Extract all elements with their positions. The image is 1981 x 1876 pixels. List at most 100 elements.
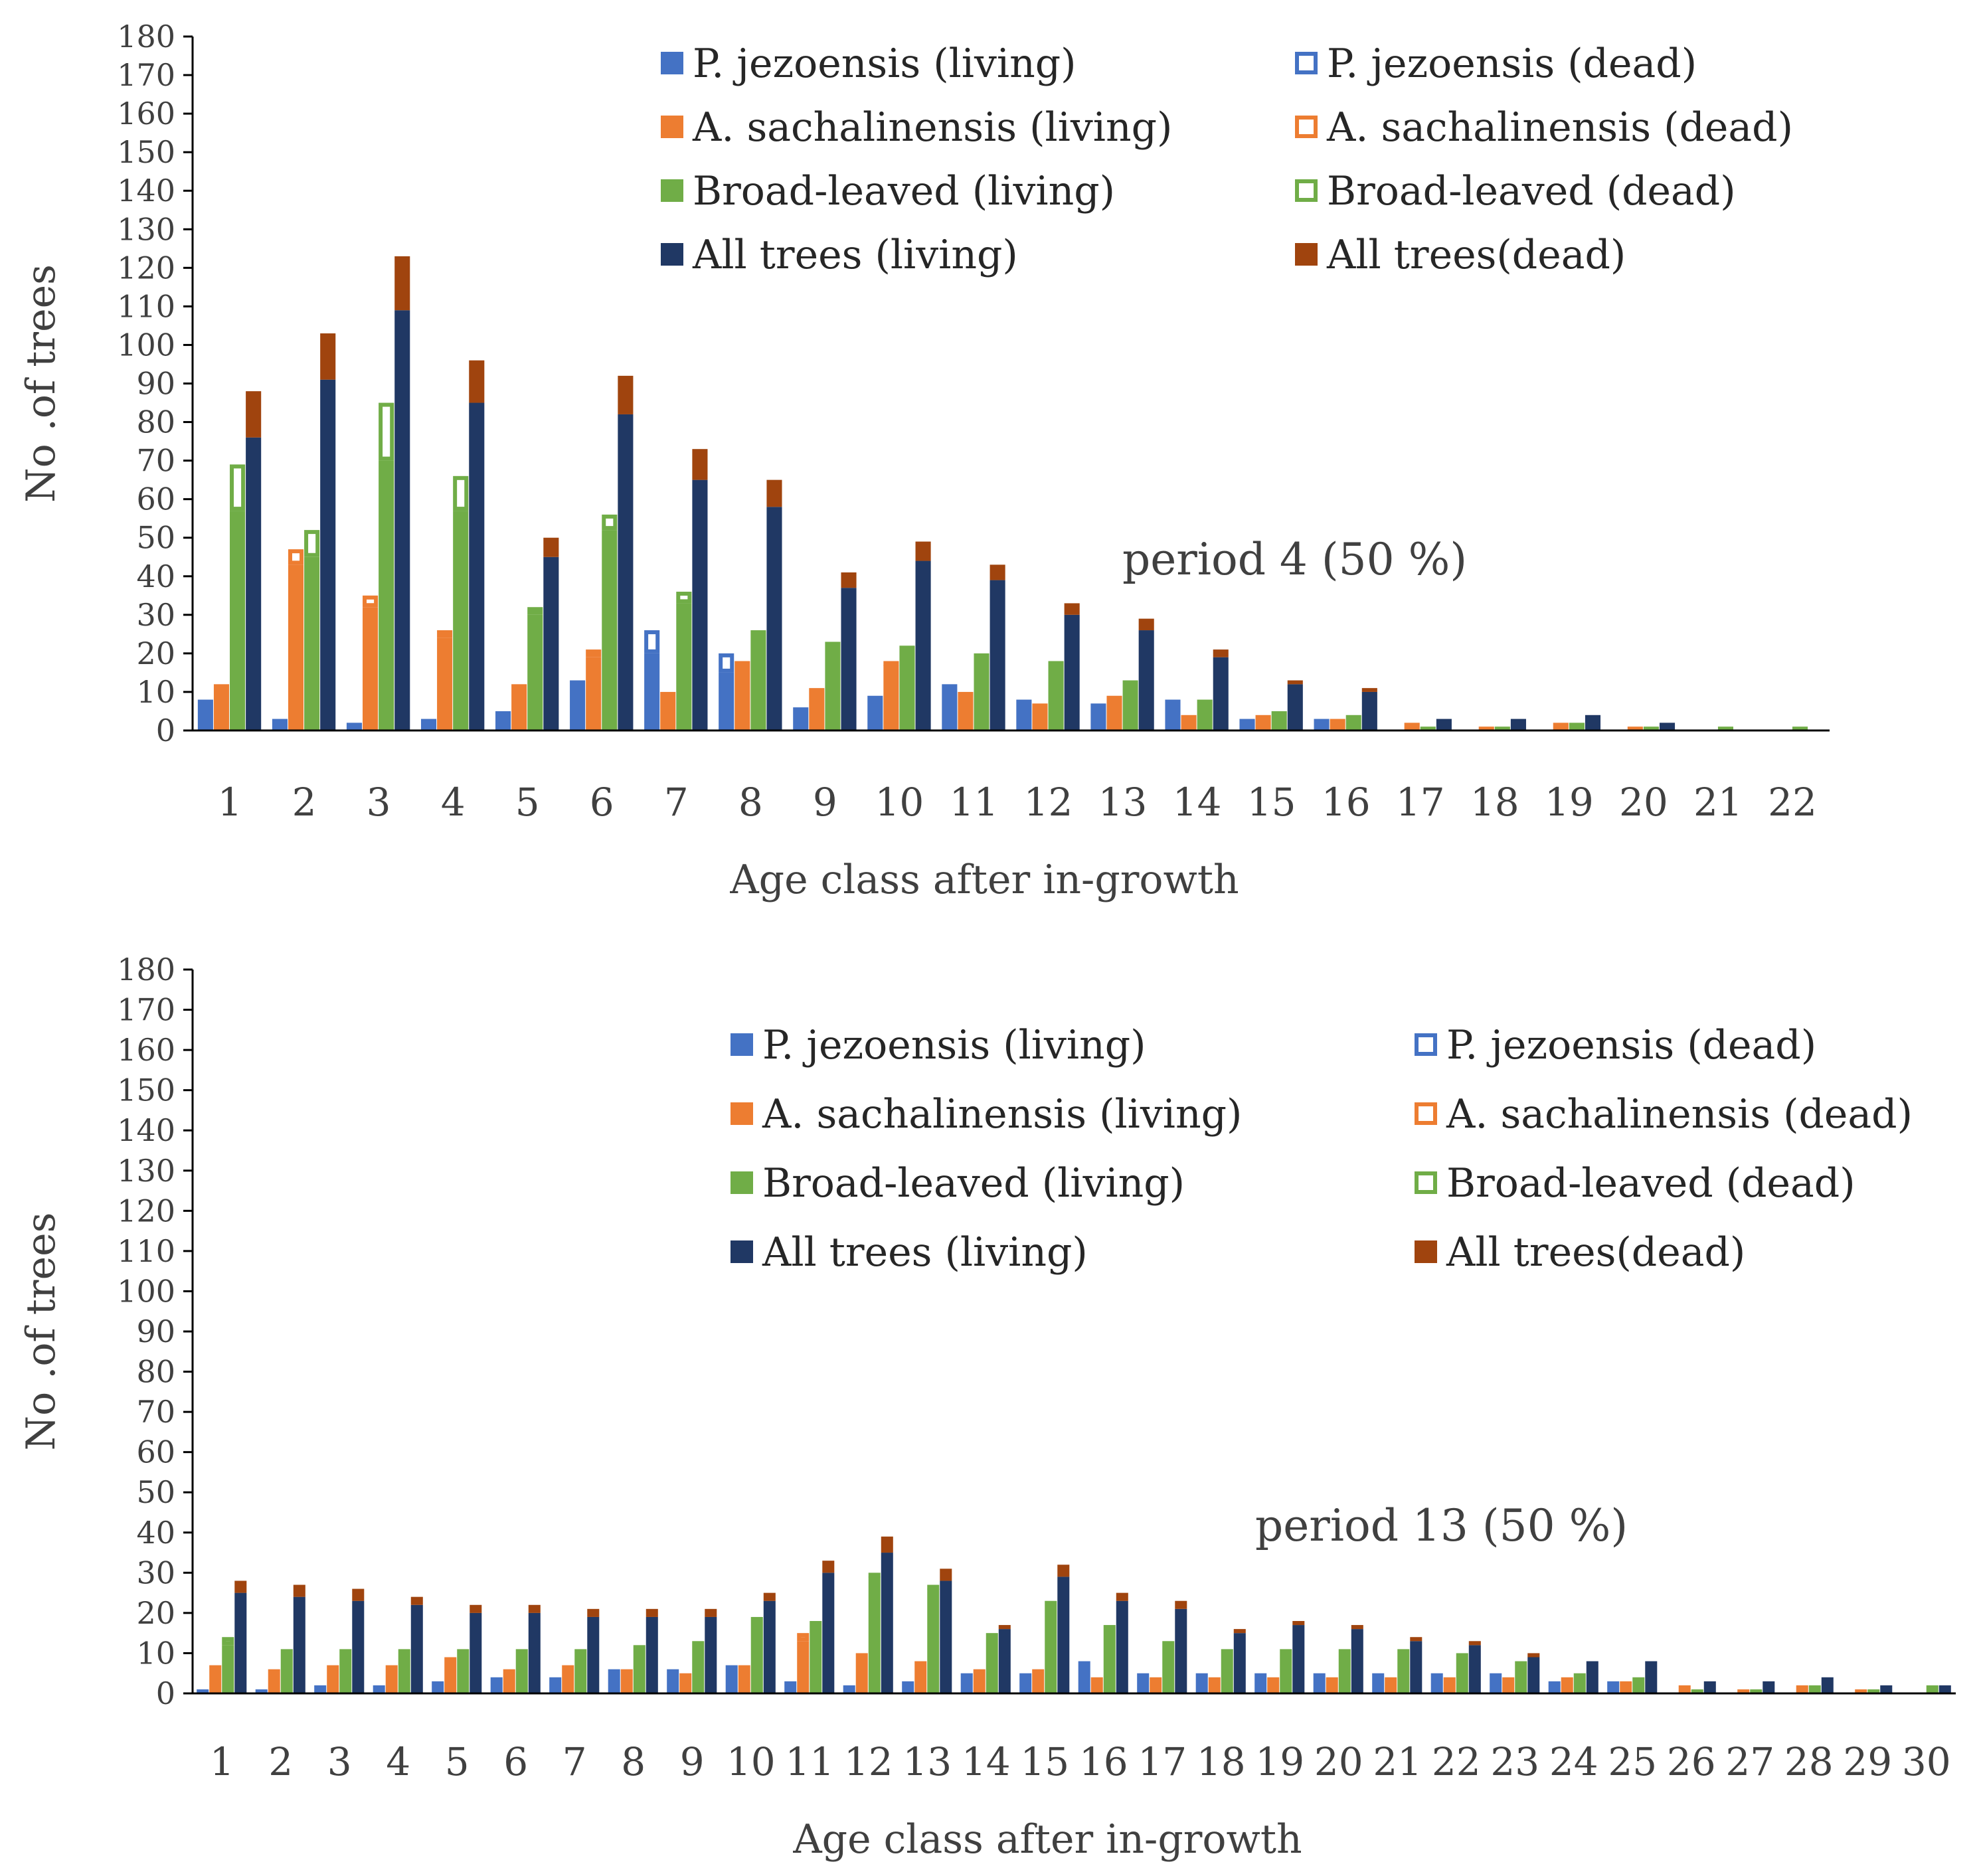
y-tick-label: 140 [117,173,175,209]
x-tick-label: 24 [1549,1739,1598,1784]
bar-bl_living-21 [1397,1649,1410,1693]
bar-all_living-14 [998,1629,1011,1693]
y-tick-label: 60 [136,1434,175,1470]
bar-as_living-18 [1208,1677,1221,1693]
bar-as_living-29 [1855,1689,1867,1693]
bar-bl_living-19 [1280,1649,1292,1693]
bar-all_dead-22 [1468,1641,1481,1646]
legend-swatch [1415,1033,1437,1056]
x-tick-label: 20 [1619,780,1668,825]
legend-item-all_living: All trees (living) [661,232,1018,278]
x-tick-label: 13 [1098,780,1148,825]
y-tick-label: 150 [117,134,175,170]
y-tick-label: 110 [117,1233,175,1269]
bar-as_dead-6 [586,649,602,657]
bar-all_living-1 [234,1592,247,1693]
bar-bl_living-8 [633,1645,646,1693]
bar-all_living-4 [469,402,485,730]
bar-pj_living-9 [793,707,809,730]
bar-all_living-20 [1659,723,1676,730]
legend-label: All trees (living) [762,1229,1088,1276]
bar-bl_living-25 [1632,1677,1645,1693]
bar-as_living-8 [734,661,750,730]
legend-item-as_living: A. sachalinensis (living) [731,1091,1242,1138]
bar-bl_living-8 [750,630,766,730]
bar-pj_living-15 [1019,1673,1032,1693]
x-tick-label: 8 [738,780,763,825]
bar-all_dead-15 [1057,1565,1070,1577]
x-tick-label: 17 [1138,1739,1187,1784]
legend-item-pj_dead: P. jezoensis (dead) [1295,41,1697,87]
x-tick-label: 1 [210,1739,234,1784]
bar-all_dead-4 [469,360,485,403]
bar-bl_living-15 [1271,711,1287,730]
y-tick-label: 130 [117,211,175,247]
legend-label: P. jezoensis (living) [762,1022,1146,1068]
x-tick-label: 11 [785,1739,834,1784]
legend-item-bl_dead: Broad-leaved (dead) [1415,1160,1855,1207]
bar-pj_living-8 [608,1669,620,1693]
legend: P. jezoensis (living) P. jezoensis (dead)… [661,41,1793,278]
bar-all_living-17 [1436,719,1452,730]
bar-bl_dead-1 [230,464,246,511]
y-tick-label: 180 [117,19,175,54]
bar-pj_living-4 [420,719,437,730]
x-tick-label: 10 [875,780,924,825]
bar-all_dead-5 [543,537,559,557]
x-tick-label: 6 [503,1739,528,1784]
period-annotation: period 4 (50 %) [1122,534,1467,585]
y-tick-label: 20 [136,636,175,671]
bar-all_dead-23 [1527,1653,1540,1658]
legend-item-bl_living: Broad-leaved (living) [731,1160,1185,1207]
bar-as_living-2 [268,1669,280,1693]
x-tick-label: 29 [1843,1739,1892,1784]
bar-all_dead-9 [705,1608,717,1617]
bar-all_dead-9 [841,572,857,588]
bar-as_living-5 [444,1657,457,1693]
x-tick-label: 7 [562,1739,587,1784]
y-tick-label: 80 [136,1354,175,1390]
legend-label: P. jezoensis (living) [693,41,1077,87]
y-tick-label: 90 [136,366,175,402]
x-tick-label: 30 [1902,1739,1951,1784]
bar-bl_living-29 [1867,1689,1880,1693]
bar-all_living-8 [766,507,782,730]
x-tick-label: 9 [813,780,837,825]
bar-all_living-3 [394,310,410,730]
legend-label: A. sachalinensis (dead) [1446,1091,1913,1138]
bar-bl_dead-7 [676,592,692,604]
x-tick-label: 8 [621,1739,646,1784]
bar-bl_dead-3 [379,402,394,461]
bar-pj_living-18 [1195,1673,1208,1693]
bar-as_living-1 [209,1665,222,1693]
bar-as_living-14 [973,1669,986,1693]
bar-bl_living-12 [868,1577,881,1693]
legend-label: P. jezoensis (dead) [1327,41,1697,87]
legend-label: Broad-leaved (living) [762,1160,1185,1207]
bar-pj_living-10 [725,1665,738,1693]
y-axis-title: No .of trees [18,264,64,503]
bar-bl_living-23 [1515,1661,1527,1693]
bar-all_living-30 [1938,1685,1951,1693]
bar-bl_living-3 [339,1649,352,1693]
x-tick-label: 19 [1545,780,1594,825]
bar-bl_dead-6 [602,514,618,531]
x-tick-label: 21 [1373,1739,1422,1784]
bar-as_living-21 [1385,1677,1397,1693]
bar-all_living-12 [1064,614,1080,730]
x-tick-label: 15 [1247,780,1296,825]
bar-as_living-11 [958,691,974,730]
bar-all_dead-16 [1116,1592,1128,1601]
bar-all_living-5 [543,556,559,730]
bar-all_living-13 [940,1580,952,1693]
bar-bl_living-22 [1792,726,1808,730]
bar-pj_living-1 [197,1689,209,1693]
bar-all_living-25 [1645,1661,1658,1693]
bar-all_living-19 [1292,1625,1305,1693]
x-tick-label: 20 [1314,1739,1363,1784]
bar-all_dead-12 [881,1536,893,1553]
bar-all_dead-6 [528,1604,541,1613]
legend-swatch [731,1102,753,1125]
bar-as_living-4 [437,638,453,730]
legend-item-bl_dead: Broad-leaved (dead) [1295,168,1736,214]
